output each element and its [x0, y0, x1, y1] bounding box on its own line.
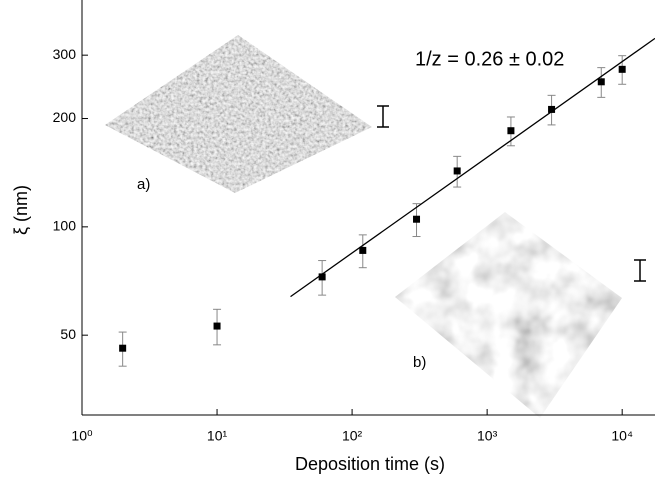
data-point — [548, 105, 556, 113]
x-tick-label: 10¹ — [207, 428, 228, 444]
scale-bar — [377, 105, 646, 282]
inset-label: b) — [413, 354, 426, 371]
data-point — [597, 78, 605, 86]
y-tick-label: 50 — [60, 326, 76, 342]
fit-line — [290, 37, 655, 298]
data-point — [318, 273, 326, 281]
data-point — [453, 167, 461, 175]
data-point — [213, 322, 221, 330]
x-tick-label: 10³ — [477, 428, 498, 444]
x-axis-label: Deposition time (s) — [295, 454, 445, 474]
x-tick-label: 10⁴ — [611, 428, 633, 444]
y-tick-label: 200 — [53, 109, 77, 125]
data-point — [359, 246, 367, 254]
data-point — [119, 344, 127, 352]
inset-image-a — [105, 35, 372, 193]
inset-label: a) — [137, 176, 150, 193]
x-tick-label: 10⁰ — [71, 428, 93, 444]
data-point — [413, 215, 421, 223]
data-point — [618, 65, 626, 73]
y-tick-label: 300 — [53, 46, 77, 62]
fit-annotation: 1/z = 0.26 ± 0.02 — [415, 48, 564, 70]
data-point — [507, 127, 515, 135]
inset-image-b — [395, 212, 622, 418]
y-axis-label: ξ (nm) — [11, 185, 31, 235]
x-tick-label: 10² — [342, 428, 363, 444]
y-tick-label: 100 — [53, 218, 77, 234]
